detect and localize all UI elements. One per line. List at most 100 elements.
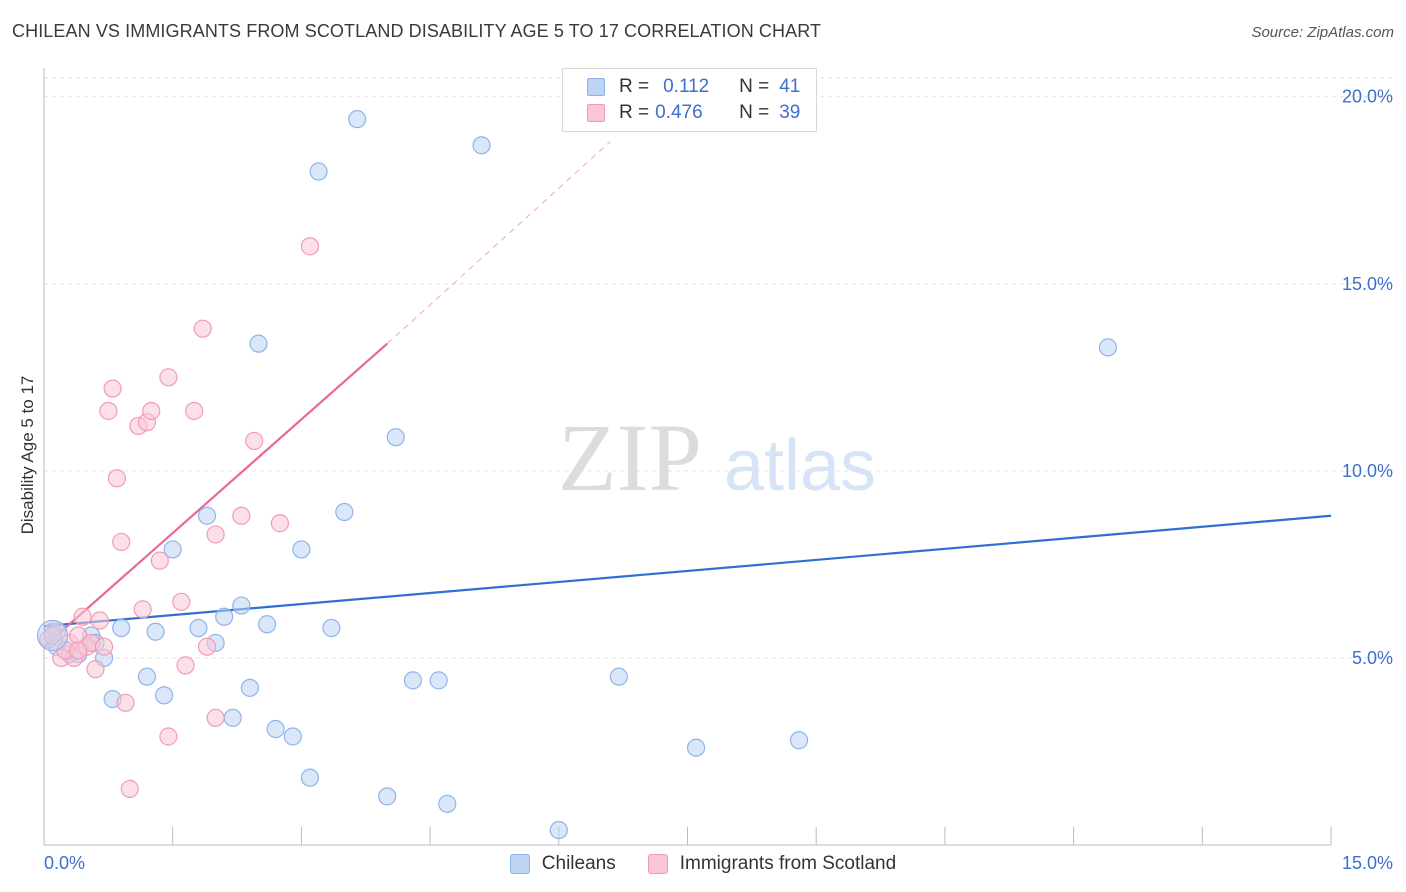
source-label: Source: ZipAtlas.com xyxy=(1251,24,1394,41)
legend-item-chileans[interactable]: Chileans xyxy=(509,853,616,875)
point-chileans xyxy=(789,731,809,750)
point-chileans xyxy=(686,738,706,757)
series-legend: Chileans Immigrants from Scotland xyxy=(0,852,1406,876)
gridlines xyxy=(44,77,1392,659)
point-chileans xyxy=(249,334,268,353)
point-scotland xyxy=(159,727,178,746)
watermark: ZIP atlas xyxy=(558,404,876,511)
point-scotland xyxy=(176,656,195,675)
legend-item-scotland[interactable]: Immigrants from Scotland xyxy=(647,853,897,875)
point-chileans xyxy=(266,719,285,739)
watermark-zip: ZIP xyxy=(558,404,702,511)
point-scotland xyxy=(245,431,264,451)
point-chileans xyxy=(232,596,251,615)
point-chileans xyxy=(322,618,341,638)
r-label: R = xyxy=(619,102,650,123)
point-chileans xyxy=(112,618,131,638)
point-chileans xyxy=(429,671,448,690)
point-scotland xyxy=(300,237,320,256)
point-scotland xyxy=(99,401,118,421)
point-chileans xyxy=(348,110,367,129)
trend-chileans xyxy=(43,514,1332,628)
point-scotland xyxy=(193,319,212,338)
point-chileans xyxy=(292,540,311,559)
point-chileans xyxy=(257,615,277,634)
legend-swatch-chileans xyxy=(509,854,530,874)
legend-row-chileans: R = 0.112 N = 41 xyxy=(587,75,800,99)
data-points xyxy=(36,110,1118,840)
point-scotland xyxy=(94,637,114,656)
point-scotland xyxy=(90,611,109,630)
point-scotland xyxy=(206,525,225,544)
point-scotland xyxy=(120,779,139,798)
legend-label-chileans: Chileans xyxy=(541,853,616,874)
correlation-legend: R = 0.112 N = 41 R = 0.476 N = 39 xyxy=(562,68,817,132)
n-label: N = xyxy=(739,102,770,123)
y-tick-label: 5.0% xyxy=(1352,648,1393,668)
point-chileans xyxy=(378,787,397,806)
point-chileans xyxy=(155,686,174,705)
legend-swatch-scotland xyxy=(587,104,605,122)
r-value: 0.476 xyxy=(655,102,703,123)
point-scotland xyxy=(206,708,225,727)
point-scotland xyxy=(270,514,290,533)
n-value: 41 xyxy=(779,76,801,97)
watermark-atlas: atlas xyxy=(724,426,876,506)
point-chileans xyxy=(335,502,354,522)
point-scotland xyxy=(197,637,217,656)
point-chileans xyxy=(1098,338,1118,357)
n-value: 39 xyxy=(779,102,801,123)
point-scotland xyxy=(232,506,251,525)
x-tick-label: 15.0% xyxy=(1342,853,1393,873)
point-chileans xyxy=(223,708,242,727)
point-scotland xyxy=(185,401,204,421)
point-scotland xyxy=(159,368,178,387)
n-label: N = xyxy=(739,76,770,97)
trend-lines xyxy=(43,141,1332,648)
point-scotland xyxy=(172,592,191,611)
y-axis-label: Disability Age 5 to 17 xyxy=(18,375,37,535)
y-tick-label: 15.0% xyxy=(1342,274,1393,294)
tick-labels: 5.0% 10.0% 15.0% 20.0% 0.0% 15.0% xyxy=(44,87,1393,873)
point-scotland xyxy=(116,693,135,712)
point-chileans xyxy=(386,428,405,447)
point-scotland xyxy=(133,600,152,619)
y-tick-label: 10.0% xyxy=(1342,461,1393,481)
point-scotland xyxy=(150,551,169,570)
point-chileans xyxy=(403,671,423,690)
chart-title: CHILEAN VS IMMIGRANTS FROM SCOTLAND DISA… xyxy=(12,21,822,41)
point-scotland xyxy=(112,532,131,552)
point-chileans xyxy=(197,506,217,525)
y-tick-label: 20.0% xyxy=(1342,87,1393,107)
trend-scotland-extension xyxy=(386,141,611,345)
trend-scotland xyxy=(43,342,388,648)
legend-label-scotland: Immigrants from Scotland xyxy=(679,853,897,874)
point-scotland xyxy=(103,379,122,398)
point-chileans xyxy=(163,540,182,559)
point-chileans xyxy=(137,667,157,686)
point-chileans xyxy=(609,667,628,686)
point-scotland xyxy=(86,660,105,679)
legend-row-scotland: R = 0.476 N = 39 xyxy=(587,101,800,125)
legend-swatch-chileans xyxy=(587,78,605,96)
point-scotland xyxy=(142,401,161,421)
point-scotland xyxy=(69,641,88,660)
point-chileans xyxy=(283,727,302,746)
point-chileans xyxy=(438,794,457,813)
point-chileans xyxy=(240,678,260,697)
x-tick-label: 0.0% xyxy=(44,853,85,873)
point-chileans xyxy=(189,618,208,638)
point-scotland xyxy=(73,607,92,626)
point-scotland xyxy=(107,469,127,488)
point-cluster xyxy=(36,619,69,652)
r-value: 0.112 xyxy=(663,76,710,97)
point-chileans xyxy=(146,622,165,641)
point-chileans xyxy=(300,768,320,787)
axes xyxy=(43,68,1332,846)
point-chileans xyxy=(549,820,568,840)
point-chileans xyxy=(215,607,234,626)
point-chileans xyxy=(309,162,328,181)
point-chileans xyxy=(472,136,491,155)
r-label: R = xyxy=(619,76,650,97)
